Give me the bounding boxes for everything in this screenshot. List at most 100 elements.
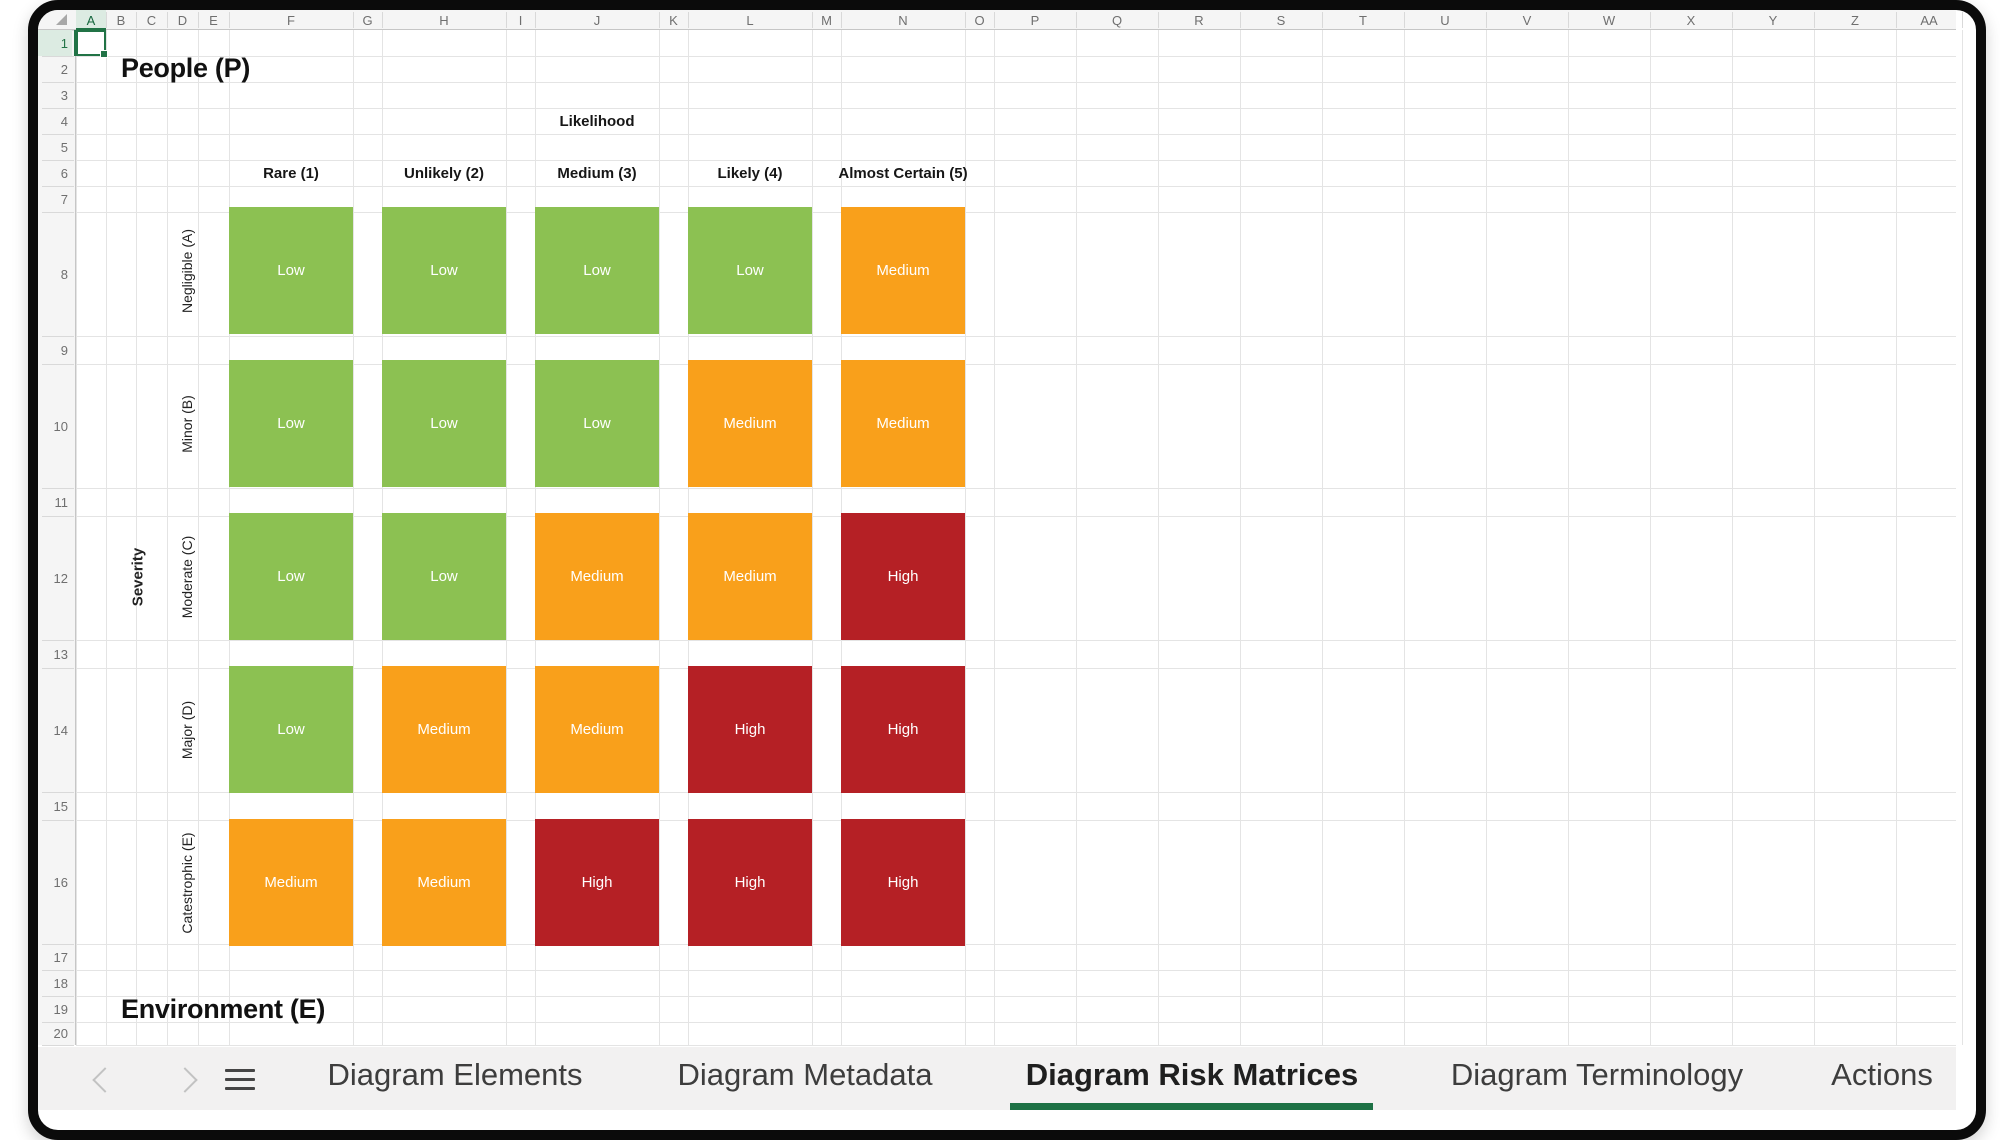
risk-cell-low[interactable]: Low: [229, 360, 353, 487]
fill-handle[interactable]: [100, 50, 108, 58]
sheet-tab-diagram-elements[interactable]: Diagram Elements: [327, 1057, 583, 1092]
sheet-list-menu-icon[interactable]: [225, 1069, 255, 1096]
column-header-M[interactable]: M: [821, 12, 832, 28]
risk-cell-high[interactable]: High: [535, 819, 659, 946]
prev-sheet-icon[interactable]: [92, 1067, 118, 1093]
risk-cell-medium[interactable]: Medium: [535, 666, 659, 793]
column-header-Q[interactable]: Q: [1111, 12, 1123, 28]
column-header-N[interactable]: N: [898, 12, 908, 28]
risk-cell-medium[interactable]: Medium: [688, 360, 812, 487]
column-header-I[interactable]: I: [518, 12, 523, 28]
risk-cell-medium[interactable]: Medium: [382, 666, 506, 793]
risk-cell-low[interactable]: Low: [229, 207, 353, 334]
severity-level-label[interactable]: Negligible (A): [179, 228, 195, 313]
header-separator: [136, 12, 137, 28]
column-header-V[interactable]: V: [1522, 12, 1532, 28]
risk-cell-high[interactable]: High: [688, 819, 812, 946]
next-sheet-icon[interactable]: [172, 1067, 198, 1093]
column-header-Y[interactable]: Y: [1768, 12, 1778, 28]
gridline: [76, 108, 1956, 109]
risk-cell-medium[interactable]: Medium: [535, 513, 659, 640]
header-separator: [1732, 12, 1733, 28]
column-header-L[interactable]: L: [746, 12, 754, 28]
column-header-B[interactable]: B: [116, 12, 126, 28]
row-header-6[interactable]: 6: [60, 165, 68, 181]
risk-cell-low[interactable]: Low: [382, 360, 506, 487]
column-header-D[interactable]: D: [177, 12, 188, 28]
risk-cell-high[interactable]: High: [841, 513, 965, 640]
column-header-G[interactable]: G: [362, 12, 373, 28]
column-header-H[interactable]: H: [439, 12, 449, 28]
row-header-2[interactable]: 2: [60, 61, 68, 77]
column-header-O[interactable]: O: [974, 12, 985, 28]
row-header-12[interactable]: 12: [53, 570, 68, 586]
row-header-11[interactable]: 11: [54, 494, 69, 510]
risk-cell-medium[interactable]: Medium: [229, 819, 353, 946]
column-header-W[interactable]: W: [1602, 12, 1616, 28]
row-header-3[interactable]: 3: [60, 87, 68, 103]
column-header-Z[interactable]: Z: [1851, 12, 1859, 28]
sheet-tab-diagram-metadata[interactable]: Diagram Metadata: [677, 1057, 933, 1092]
column-header-C[interactable]: C: [146, 12, 157, 28]
sheet-tab-diagram-terminology[interactable]: Diagram Terminology: [1450, 1057, 1744, 1092]
risk-cell-high[interactable]: High: [841, 819, 965, 946]
severity-level-label[interactable]: Catestrophic (E): [179, 831, 195, 934]
column-header-R[interactable]: R: [1194, 12, 1204, 28]
row-header-18[interactable]: 18: [53, 975, 68, 991]
risk-cell-medium[interactable]: Medium: [841, 360, 965, 487]
column-header-A[interactable]: A: [76, 10, 106, 30]
header-separator: [42, 108, 74, 109]
column-header-E[interactable]: E: [209, 12, 218, 28]
sheet-tab-actions[interactable]: Actions: [1831, 1057, 1933, 1092]
risk-cell-low[interactable]: Low: [382, 207, 506, 334]
column-header-AA[interactable]: AA: [1920, 12, 1938, 28]
likelihood-level-label[interactable]: Medium (3): [557, 164, 637, 182]
column-header-U[interactable]: U: [1440, 12, 1450, 28]
row-header-13[interactable]: 13: [53, 646, 68, 662]
risk-cell-high[interactable]: High: [688, 666, 812, 793]
active-cell-selection[interactable]: [76, 30, 108, 58]
row-header-9[interactable]: 9: [60, 342, 68, 358]
risk-cell-medium[interactable]: Medium: [382, 819, 506, 946]
risk-cell-medium[interactable]: Medium: [841, 207, 965, 334]
likelihood-level-label[interactable]: Likely (4): [717, 164, 783, 182]
likelihood-level-label[interactable]: Rare (1): [263, 164, 319, 182]
column-header-S[interactable]: S: [1276, 12, 1286, 28]
row-header-16[interactable]: 16: [53, 874, 68, 890]
risk-cell-low[interactable]: Low: [229, 513, 353, 640]
column-header-P[interactable]: P: [1030, 12, 1040, 28]
gridline: [506, 30, 507, 1045]
row-header-10[interactable]: 10: [53, 418, 68, 434]
sheet-tab-diagram-risk-matrices[interactable]: Diagram Risk Matrices: [1025, 1057, 1359, 1092]
gridline: [1814, 30, 1815, 1045]
row-header-7[interactable]: 7: [60, 191, 68, 207]
row-header-15[interactable]: 15: [53, 798, 68, 814]
risk-cell-medium[interactable]: Medium: [688, 513, 812, 640]
risk-cell-low[interactable]: Low: [535, 207, 659, 334]
column-header-X[interactable]: X: [1686, 12, 1696, 28]
row-header-1[interactable]: 1: [38, 30, 72, 56]
likelihood-level-label[interactable]: Almost Certain (5): [838, 164, 968, 182]
severity-level-label[interactable]: Minor (B): [179, 394, 195, 453]
gridline: [76, 186, 1956, 187]
column-header-J[interactable]: J: [593, 12, 601, 28]
row-header-19[interactable]: 19: [53, 1001, 68, 1017]
row-header-8[interactable]: 8: [60, 266, 68, 282]
risk-cell-high[interactable]: High: [841, 666, 965, 793]
select-all-icon[interactable]: [56, 14, 67, 25]
risk-cell-low[interactable]: Low: [382, 513, 506, 640]
risk-cell-low[interactable]: Low: [535, 360, 659, 487]
row-header-14[interactable]: 14: [53, 722, 68, 738]
severity-level-label[interactable]: Major (D): [179, 700, 195, 759]
risk-cell-low[interactable]: Low: [229, 666, 353, 793]
row-header-4[interactable]: 4: [60, 113, 68, 129]
severity-level-label[interactable]: Moderate (C): [179, 535, 195, 618]
column-header-T[interactable]: T: [1359, 12, 1367, 28]
risk-cell-low[interactable]: Low: [688, 207, 812, 334]
column-header-K[interactable]: K: [669, 12, 678, 28]
likelihood-level-label[interactable]: Unlikely (2): [403, 164, 485, 182]
row-header-20[interactable]: 20: [53, 1026, 68, 1041]
row-header-17[interactable]: 17: [53, 949, 68, 965]
row-header-5[interactable]: 5: [60, 139, 68, 155]
column-header-F[interactable]: F: [287, 12, 295, 28]
